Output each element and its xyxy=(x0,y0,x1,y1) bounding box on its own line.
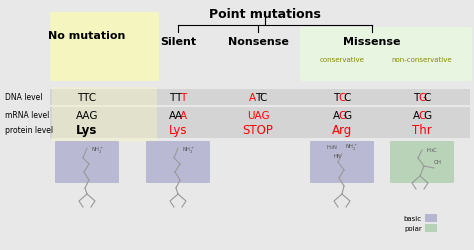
Text: Missense: Missense xyxy=(343,37,401,47)
FancyBboxPatch shape xyxy=(300,28,472,82)
Text: C: C xyxy=(260,93,267,102)
Text: T: T xyxy=(181,93,187,102)
Text: A: A xyxy=(333,110,340,120)
Text: Lys: Lys xyxy=(169,124,187,137)
Bar xyxy=(50,108,470,124)
Text: G: G xyxy=(418,93,426,102)
Text: A: A xyxy=(249,93,256,102)
Text: T: T xyxy=(413,93,419,102)
Text: G: G xyxy=(344,110,352,120)
Text: HN: HN xyxy=(334,154,342,159)
Text: TTC: TTC xyxy=(77,93,97,102)
Text: A: A xyxy=(180,110,187,120)
Text: C: C xyxy=(424,93,431,102)
Text: NH$_2^+$: NH$_2^+$ xyxy=(182,145,195,156)
Text: H$_2$N: H$_2$N xyxy=(326,143,338,152)
Text: UAG: UAG xyxy=(246,110,269,120)
Text: NH$_2^+$: NH$_2^+$ xyxy=(345,142,358,152)
FancyBboxPatch shape xyxy=(50,13,159,82)
Text: OH: OH xyxy=(434,160,442,165)
Bar xyxy=(425,214,437,222)
Text: Point mutations: Point mutations xyxy=(209,8,321,21)
Text: G: G xyxy=(423,110,431,120)
Bar xyxy=(50,122,470,138)
Text: T: T xyxy=(169,93,176,102)
Text: Thr: Thr xyxy=(412,124,432,137)
Text: basic: basic xyxy=(404,215,422,221)
Text: conservative: conservative xyxy=(319,57,365,63)
Text: STOP: STOP xyxy=(243,124,273,137)
Text: H$_3$C: H$_3$C xyxy=(426,146,438,155)
Bar xyxy=(50,90,470,106)
Text: A: A xyxy=(413,110,420,120)
FancyBboxPatch shape xyxy=(55,142,119,183)
Text: protein level: protein level xyxy=(5,126,53,135)
FancyBboxPatch shape xyxy=(390,142,454,183)
Text: polar: polar xyxy=(404,225,422,231)
FancyBboxPatch shape xyxy=(52,88,157,142)
Text: C: C xyxy=(419,110,426,120)
Text: AAG: AAG xyxy=(76,110,98,120)
Text: T: T xyxy=(255,93,261,102)
Text: T: T xyxy=(333,93,340,102)
Bar xyxy=(425,224,437,232)
Text: DNA level: DNA level xyxy=(5,93,43,102)
Text: A: A xyxy=(174,110,182,120)
Text: Silent: Silent xyxy=(160,37,196,47)
Text: T: T xyxy=(175,93,181,102)
Text: mRNA level: mRNA level xyxy=(5,111,49,120)
FancyBboxPatch shape xyxy=(146,142,210,183)
Text: C: C xyxy=(344,93,351,102)
Text: Arg: Arg xyxy=(332,124,352,137)
Text: C: C xyxy=(338,93,346,102)
Text: A: A xyxy=(169,110,176,120)
Text: Lys: Lys xyxy=(76,124,98,137)
Text: NH$_2^+$: NH$_2^+$ xyxy=(91,145,104,156)
Text: No mutation: No mutation xyxy=(48,31,126,41)
Text: non-conservative: non-conservative xyxy=(392,57,452,63)
Text: G: G xyxy=(338,110,346,120)
FancyBboxPatch shape xyxy=(310,142,374,183)
Text: Nonsense: Nonsense xyxy=(228,37,289,47)
